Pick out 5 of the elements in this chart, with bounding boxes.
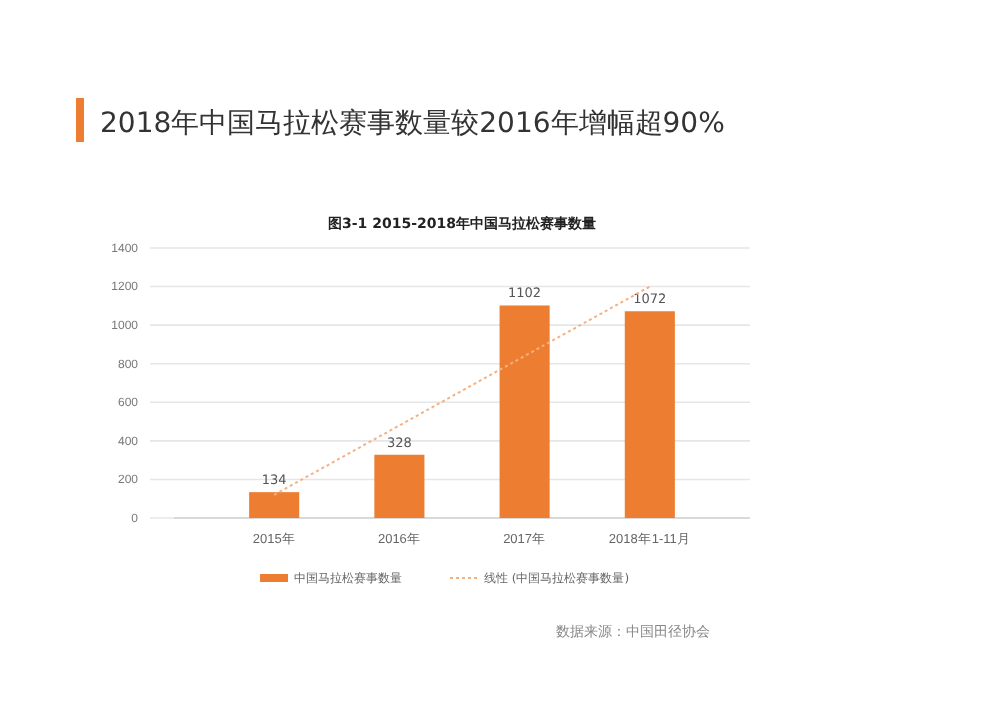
chart-title: 2018年中国马拉松赛事数量较2016年增幅超90% xyxy=(100,108,725,140)
bar xyxy=(624,311,675,518)
bar xyxy=(499,305,550,518)
bar xyxy=(249,492,300,518)
bar xyxy=(374,454,425,518)
